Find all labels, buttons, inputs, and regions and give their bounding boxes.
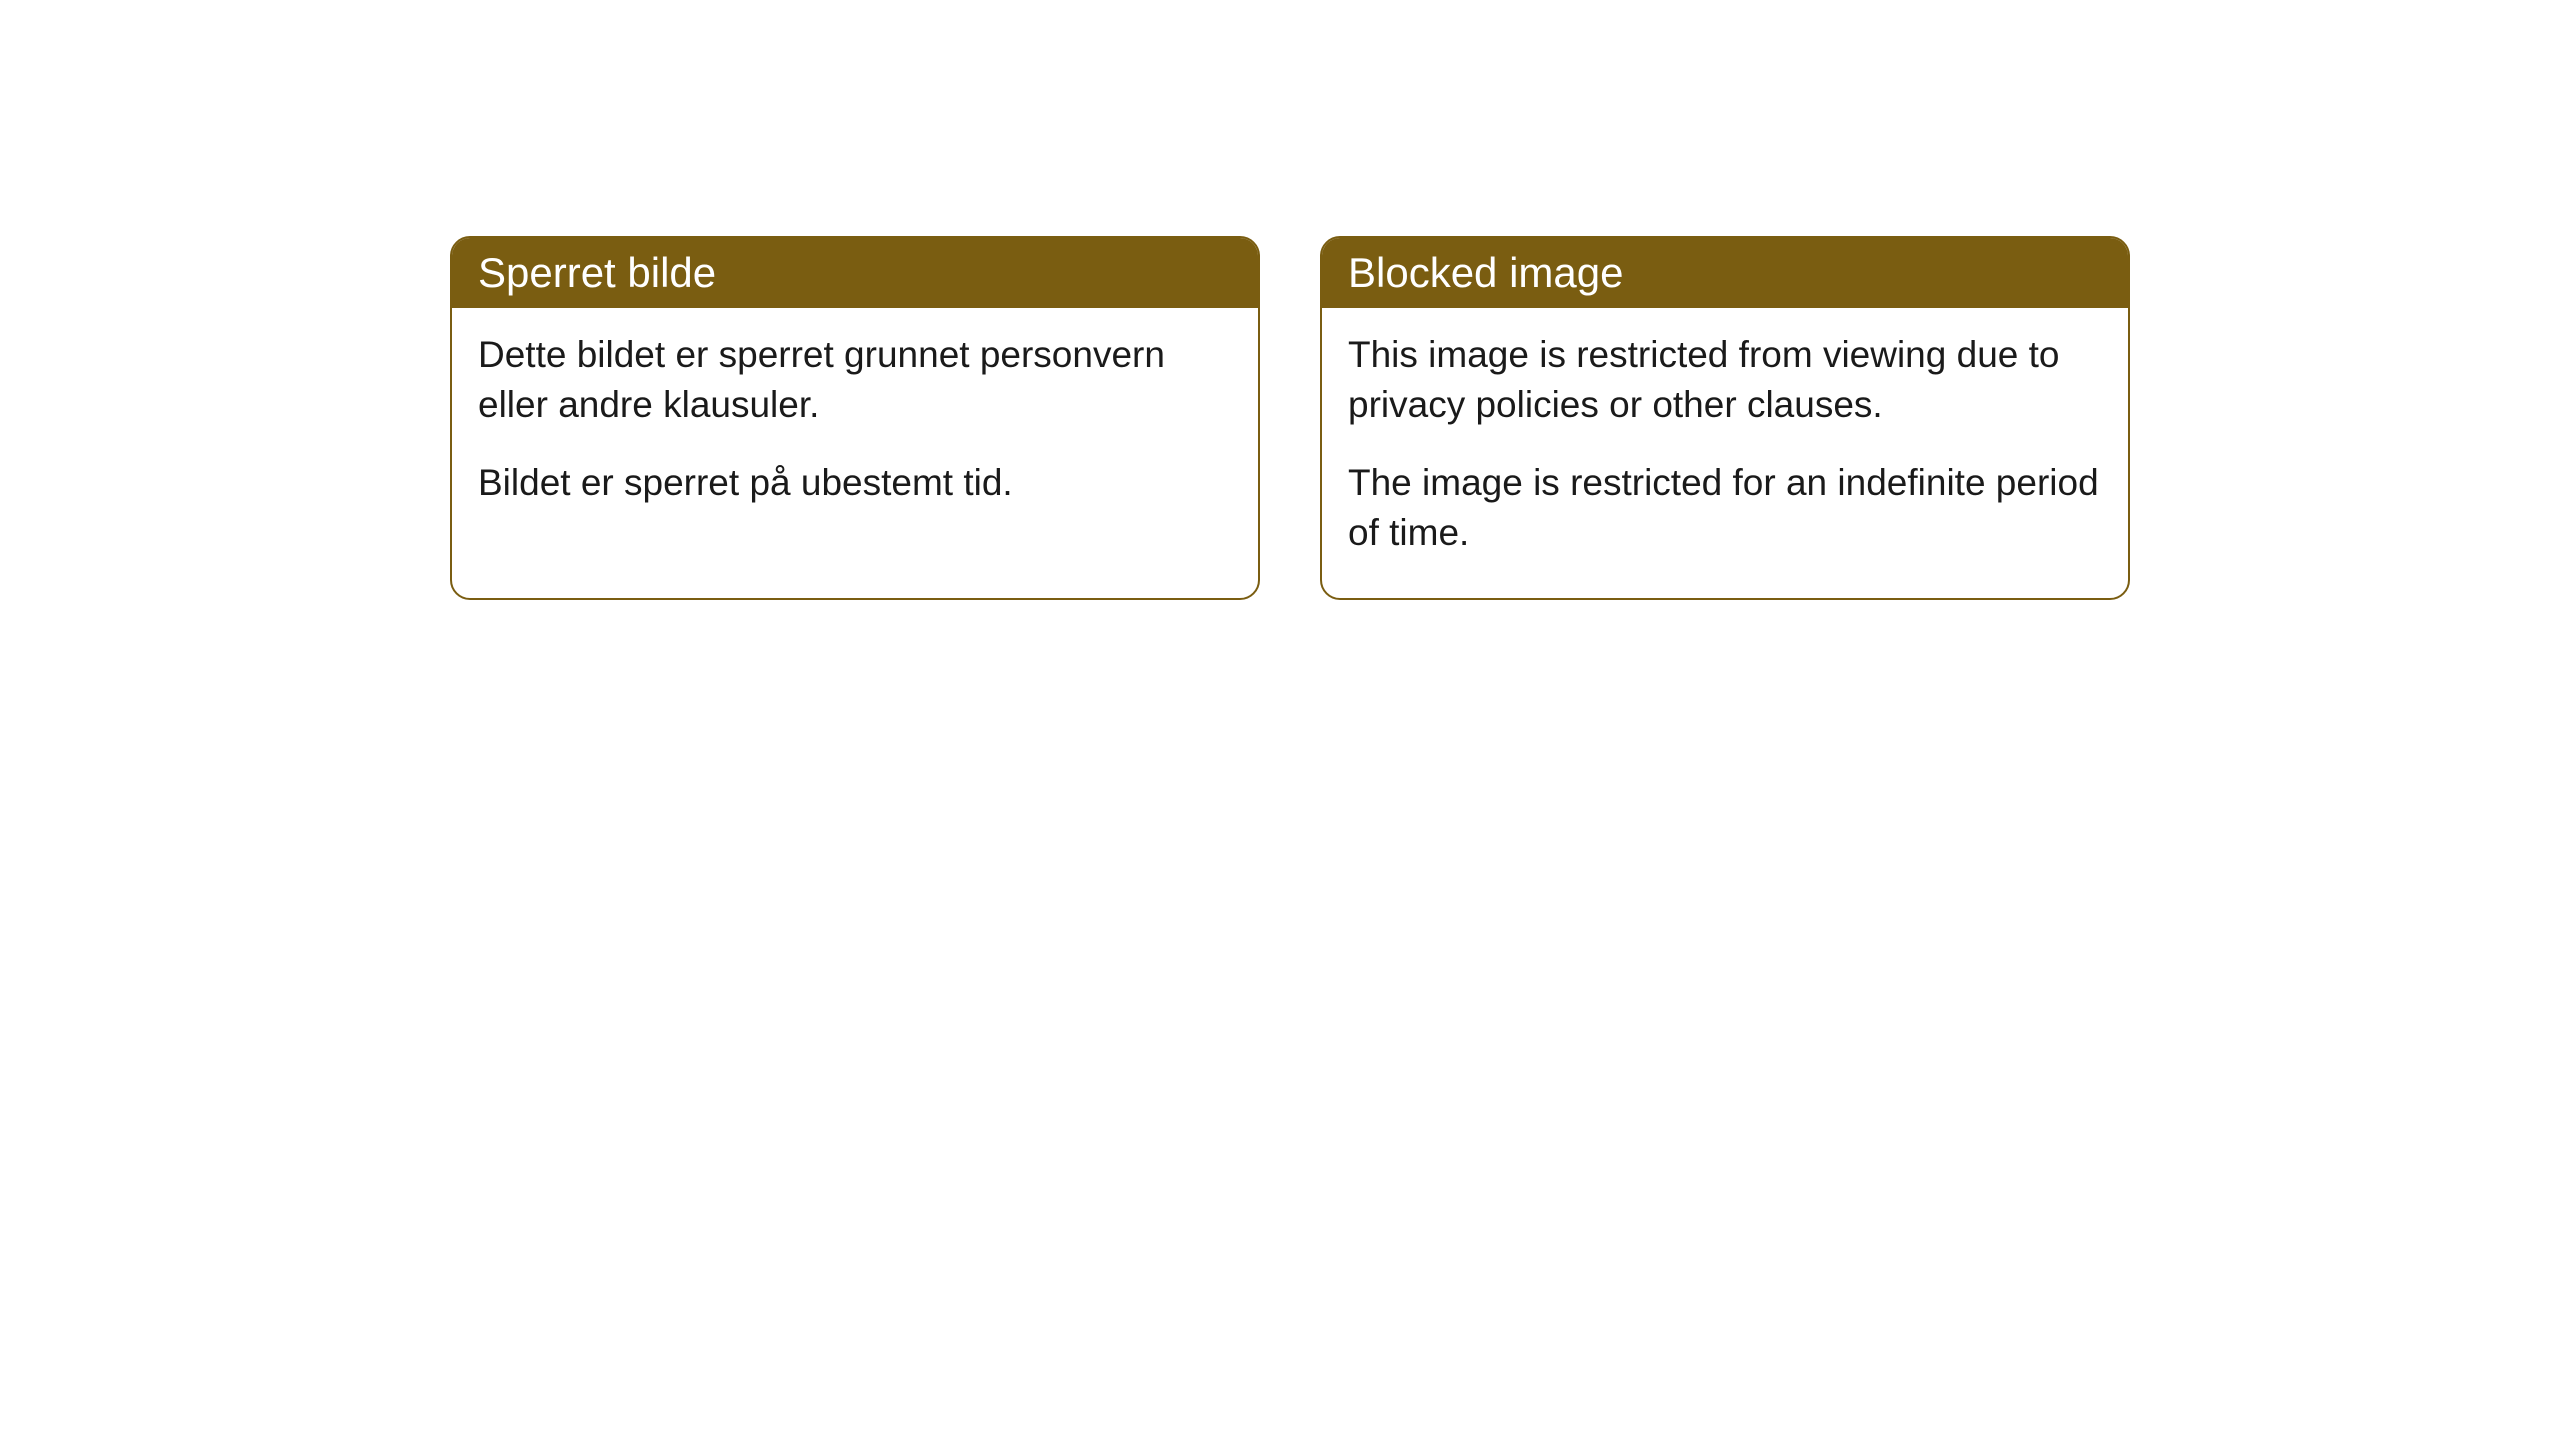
card-paragraph: This image is restricted from viewing du…: [1348, 330, 2102, 430]
card-body: This image is restricted from viewing du…: [1322, 308, 2128, 598]
card-paragraph: Dette bildet er sperret grunnet personve…: [478, 330, 1232, 430]
notice-card-norwegian: Sperret bilde Dette bildet er sperret gr…: [450, 236, 1260, 600]
card-body: Dette bildet er sperret grunnet personve…: [452, 308, 1258, 548]
card-paragraph: Bildet er sperret på ubestemt tid.: [478, 458, 1232, 508]
card-title: Blocked image: [1348, 249, 1623, 296]
notice-card-english: Blocked image This image is restricted f…: [1320, 236, 2130, 600]
card-header: Blocked image: [1322, 238, 2128, 308]
card-title: Sperret bilde: [478, 249, 716, 296]
notice-cards-container: Sperret bilde Dette bildet er sperret gr…: [450, 236, 2130, 600]
card-paragraph: The image is restricted for an indefinit…: [1348, 458, 2102, 558]
card-header: Sperret bilde: [452, 238, 1258, 308]
